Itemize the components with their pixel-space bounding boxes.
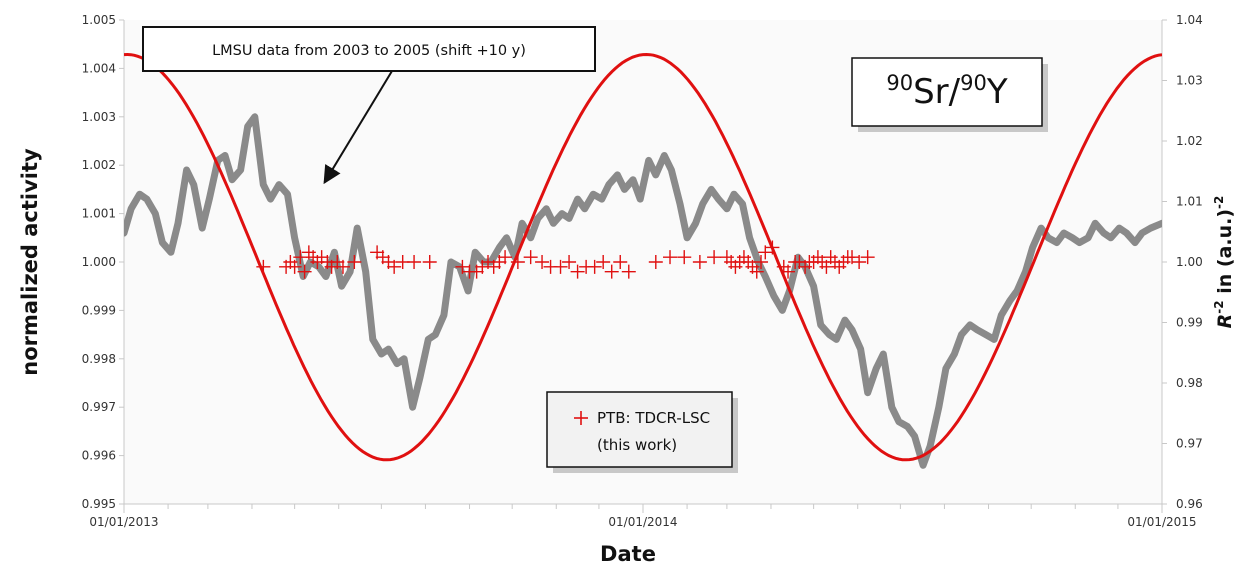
y-left-tick-label: 1.003 <box>82 110 116 124</box>
ptb-point <box>287 259 302 274</box>
y-right-tick-label: 1.04 <box>1176 13 1203 27</box>
ptb-point <box>819 259 834 274</box>
ptb-point <box>535 255 550 269</box>
ptb-point <box>677 250 692 265</box>
y-right-title-exp1: -2 <box>1212 300 1226 313</box>
y-left-tick-label: 1.002 <box>82 158 116 172</box>
y-left-tick-label: 1.001 <box>82 207 116 221</box>
x-tick-label: 01/01/2013 <box>89 515 158 529</box>
ptb-point <box>297 264 312 279</box>
ptb-point <box>523 250 538 265</box>
ptb-point <box>860 250 875 265</box>
nuclide-label: 90Sr/90Y <box>851 57 1048 132</box>
ptb-point <box>749 264 764 279</box>
ptb-point <box>754 255 769 269</box>
ptb-point <box>347 255 362 269</box>
y-right-tick-label: 1.03 <box>1176 74 1203 88</box>
y-right-tick-label: 0.99 <box>1176 316 1203 330</box>
y-right-tick-label: 1.02 <box>1176 134 1203 148</box>
legend-label: PTB: TDCR-LSC <box>597 409 710 427</box>
ptb-point <box>335 259 350 274</box>
right-axis: 1.04 1.03 1.02 1.01 1.00 0.99 0.98 0.97 0.96 <box>1162 13 1203 511</box>
y-left-tick-label: 1.000 <box>82 255 116 269</box>
ptb-point <box>621 264 636 279</box>
y-right-tick-label: 0.97 <box>1176 437 1203 451</box>
nuclide-mass-2: 90 <box>960 71 987 95</box>
ptb-point <box>648 255 663 269</box>
ptb-point <box>707 250 722 265</box>
y-right-tick-label: 1.01 <box>1176 195 1203 209</box>
y-left-tick-label: 0.999 <box>82 303 116 317</box>
ptb-point <box>422 255 437 269</box>
nuclide-text: 90Sr/90Y <box>886 71 1007 112</box>
legend-marker <box>574 411 588 425</box>
callout: LMSU data from 2003 to 2005 (shift +10 y… <box>142 26 596 185</box>
ptb-point <box>692 255 707 269</box>
ptb-point <box>604 264 619 279</box>
ptb-point <box>407 255 422 269</box>
ptb-point <box>765 240 780 255</box>
left-axis: 1.005 1.004 1.003 1.002 1.001 1.000 0.999 0.998… <box>82 13 124 511</box>
ptb-point <box>845 250 860 265</box>
ptb-point <box>256 259 271 274</box>
lmsu-series-line <box>124 113 1162 469</box>
ptb-point <box>587 259 602 274</box>
y-right-tick-label: 0.98 <box>1176 376 1203 390</box>
y-left-title: normalized activity <box>18 148 42 376</box>
x-tick-label: 01/01/2014 <box>608 515 677 529</box>
y-right-tick-label: 0.96 <box>1176 497 1203 511</box>
ptb-point <box>781 264 796 279</box>
ptb-point <box>758 245 773 260</box>
nuclide-mass-1: 90 <box>886 71 913 95</box>
y-right-title: R-2 in (a.u.)-2 <box>1212 196 1236 329</box>
legend-label-2: (this work) <box>597 436 677 454</box>
callout-text: LMSU data from 2003 to 2005 (shift +10 y… <box>212 43 526 59</box>
x-title: Date <box>600 542 656 566</box>
ptb-point <box>852 255 867 269</box>
x-axis: 01/01/2013 01/01/2014 01/01/2015 <box>89 504 1197 529</box>
ptb-series <box>256 240 875 279</box>
ptb-point <box>455 259 470 274</box>
ptb-point <box>613 255 628 269</box>
legend-box <box>546 391 733 468</box>
y-left-tick-label: 0.996 <box>82 449 116 463</box>
ptb-point <box>510 255 525 269</box>
sun-distance-curve <box>124 52 1162 462</box>
ptb-point <box>293 250 308 265</box>
ptb-point <box>498 250 513 265</box>
y-left-tick-label: 1.005 <box>82 13 116 27</box>
y-left-tick-label: 0.995 <box>82 497 116 511</box>
x-tick-label: 01/01/2015 <box>1127 515 1196 529</box>
ptb-point <box>562 255 577 269</box>
y-right-tick-label: 1.00 <box>1176 255 1203 269</box>
nuclide-box <box>851 57 1043 127</box>
y-right-title-exp2: -2 <box>1212 196 1226 209</box>
ptb-point <box>553 259 568 274</box>
y-left-tick-label: 0.998 <box>82 352 116 366</box>
ptb-point <box>570 264 585 279</box>
y-left-tick-label: 1.004 <box>82 61 116 75</box>
y-left-tick-label: 0.997 <box>82 400 116 414</box>
ptb-point <box>596 255 611 269</box>
y-right-title-r: R <box>1214 314 1236 329</box>
y-right-title-unit: in (a.u.) <box>1214 209 1236 300</box>
ptb-point <box>663 250 678 265</box>
legend: PTB: TDCR-LSC (this work) <box>546 391 738 473</box>
nuclide-element-1: Sr/ <box>913 72 961 112</box>
nuclide-element-2: Y <box>986 72 1008 112</box>
callout-box <box>142 26 596 72</box>
callout-arrow <box>323 70 393 185</box>
ptb-point <box>387 259 402 274</box>
